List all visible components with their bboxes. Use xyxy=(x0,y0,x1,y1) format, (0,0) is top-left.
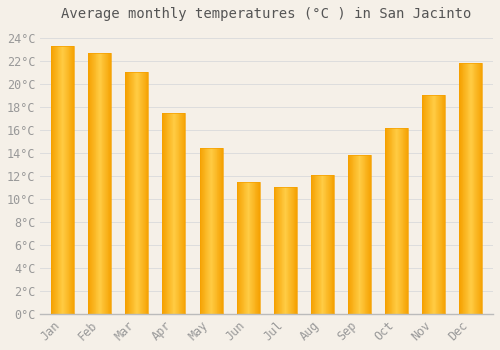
Bar xyxy=(385,127,408,314)
Bar xyxy=(51,46,74,314)
Bar xyxy=(236,182,260,314)
Bar xyxy=(311,175,334,314)
Bar xyxy=(460,63,482,314)
Bar xyxy=(422,95,445,314)
Bar xyxy=(274,187,296,314)
Bar xyxy=(88,53,111,314)
Bar xyxy=(162,113,186,314)
Title: Average monthly temperatures (°C ) in San Jacinto: Average monthly temperatures (°C ) in Sa… xyxy=(62,7,472,21)
Bar xyxy=(200,148,222,314)
Bar xyxy=(126,72,148,314)
Bar xyxy=(348,155,371,314)
